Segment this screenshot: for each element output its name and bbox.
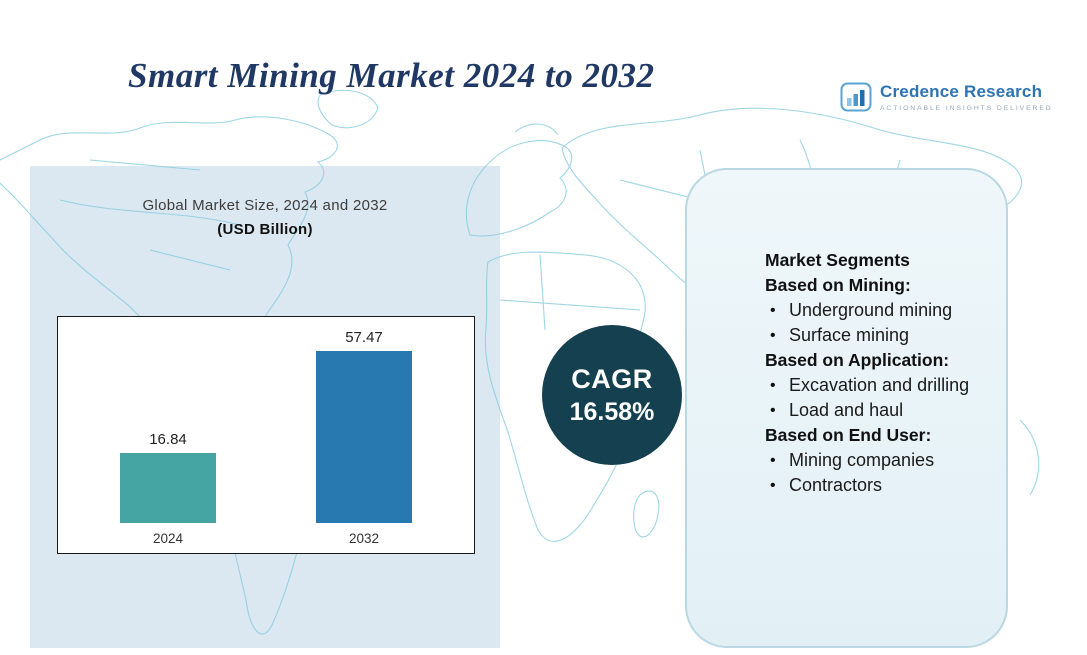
chart-subtitle-line2: (USD Billion) [217,221,313,238]
bar-value-label: 57.47 [345,329,383,346]
credence-research-logo: Credence Research Actionable Insights De… [840,82,1053,112]
bullet-icon: • [770,477,776,494]
cagr-label: CAGR [571,363,653,394]
bar-category-label: 2024 [152,530,184,546]
bar-chart: 16.84 2024 57.47 2032 [57,316,475,554]
segment-item: • Surface mining [765,323,988,348]
bullet-icon: • [770,377,776,394]
bar-chart-plot: 16.84 2024 57.47 2032 [58,317,474,553]
bullet-icon: • [770,302,776,319]
segment-item-text: Load and haul [789,400,904,420]
logo-bar-chart-icon [840,82,872,112]
market-segments-panel: Market Segments Based on Mining: • Undergr… [685,168,1008,648]
cagr-badge: CAGR 16.58% [542,325,682,465]
bullet-icon: • [770,402,776,419]
page-title: Smart Mining Market 2024 to 2032 [128,56,655,95]
segment-item: • Load and haul [765,398,988,423]
segment-group-title: Based on End User: [765,425,932,445]
segment-item: • Mining companies [765,448,988,473]
segment-item-text: Mining companies [789,450,935,470]
bar-value-label: 16.84 [149,431,187,448]
segment-group-title: Based on Mining: [765,275,911,295]
bar-category-label: 2032 [348,530,380,546]
segment-item: • Contractors [765,473,988,498]
logo-tagline: Actionable Insights Delivered [880,105,1053,112]
segment-item: • Underground mining [765,298,988,323]
segment-item-text: Underground mining [789,300,953,320]
bar-group-2032: 57.47 2032 [316,329,412,553]
segment-item: • Excavation and drilling [765,373,988,398]
bar-group-2024: 16.84 2024 [120,431,216,553]
bullet-icon: • [770,452,776,469]
logo-text-block: Credence Research Actionable Insights De… [880,82,1053,112]
segment-item-text: Excavation and drilling [789,375,970,395]
bar-2032 [316,351,412,523]
segments-heading: Market Segments [765,250,910,270]
segment-item-text: Contractors [789,475,883,495]
logo-name: Credence Research [880,82,1043,101]
chart-subtitle: Global Market Size, 2024 and 2032 (USD B… [30,197,500,238]
segments-content: Based on Mining: • Underground mining • Surf… [765,273,988,498]
segment-item-text: Surface mining [789,325,910,345]
chart-subtitle-line1: Global Market Size, 2024 and 2032 [142,197,388,214]
bullet-icon: • [770,327,776,344]
bar-2024 [120,453,216,523]
cagr-value: 16.58% [569,397,655,426]
segment-group-title: Based on Application: [765,350,950,370]
